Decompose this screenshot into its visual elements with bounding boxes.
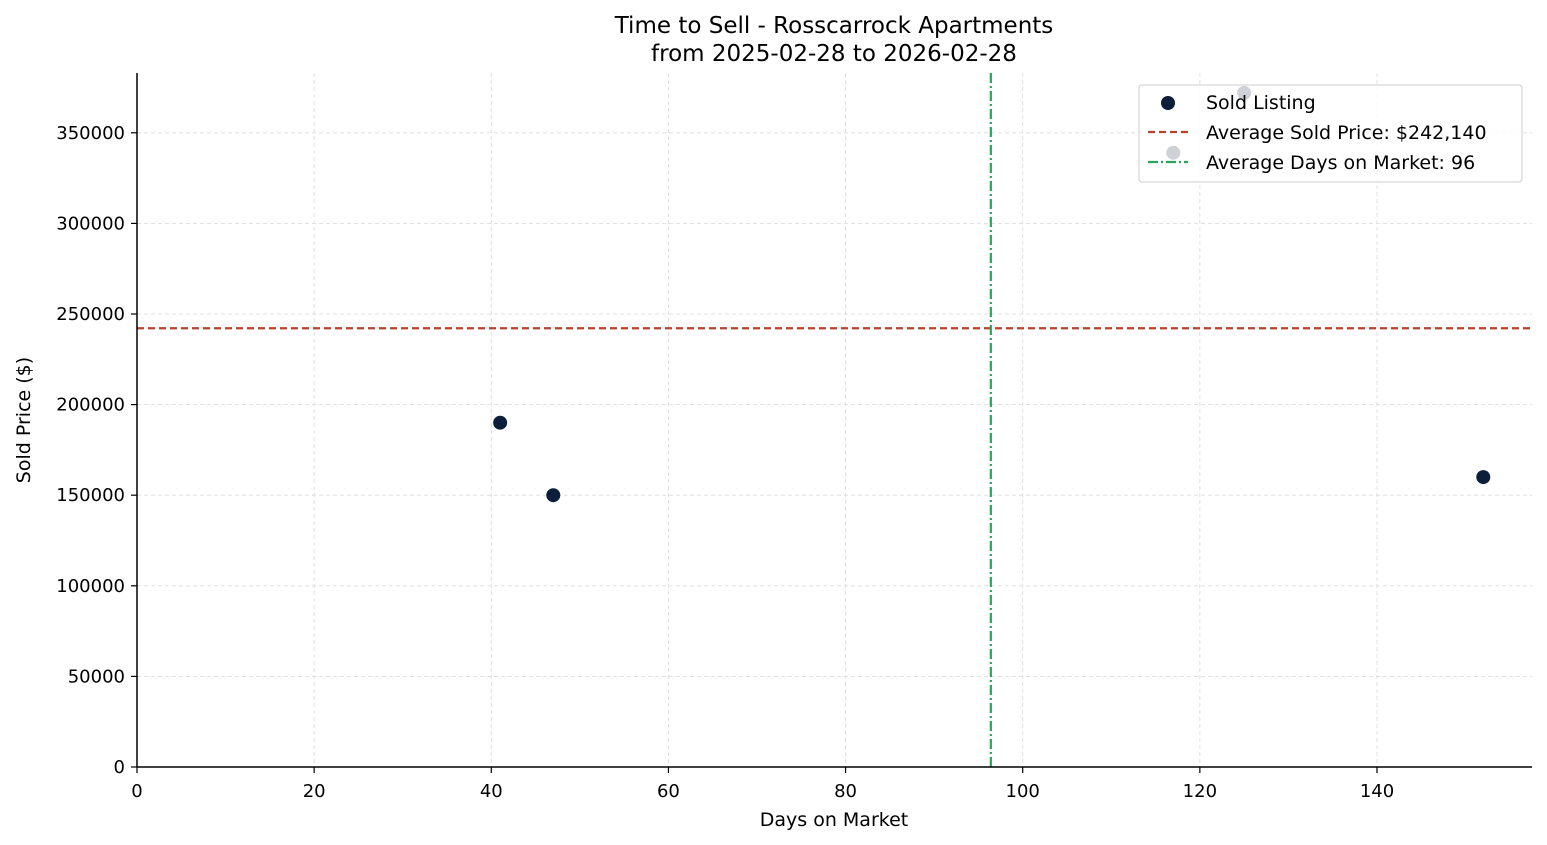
x-tick-label: 100 — [1006, 781, 1040, 802]
y-tick-label: 250000 — [56, 304, 125, 325]
x-tick-label: 60 — [657, 781, 680, 802]
y-tick-label: 50000 — [68, 666, 125, 687]
legend-label-sold-listing: Sold Listing — [1206, 92, 1316, 114]
x-tick-label: 80 — [834, 781, 857, 802]
x-tick-label: 140 — [1360, 781, 1394, 802]
data-point — [493, 415, 508, 430]
y-tick-label: 350000 — [56, 123, 125, 144]
y-tick-label: 200000 — [56, 395, 125, 416]
reference-lines — [137, 73, 1532, 767]
x-tick-label: 20 — [303, 781, 326, 802]
legend-marker-sold-listing — [1161, 96, 1175, 110]
legend-label-average-price: Average Sold Price: $242,140 — [1206, 122, 1487, 144]
grid-lines — [137, 73, 1532, 767]
axes — [136, 73, 1532, 768]
y-ticks: 0 50000 100000 150000 200000 250000 300000 3500… — [56, 123, 137, 778]
data-point — [546, 488, 561, 503]
x-axis-label: Days on Market — [760, 809, 908, 831]
legend-box — [1138, 84, 1523, 183]
x-ticks: 0 20 40 60 80 100 120 140 — [131, 767, 1394, 802]
x-tick-label: 40 — [480, 781, 503, 802]
legend: Sold Listing Average Sold Price: $242,14… — [1138, 84, 1523, 183]
chart-title: Time to Sell - Rosscarrock Apartments — [614, 13, 1054, 39]
y-axis-label: Sold Price ($) — [13, 357, 35, 483]
x-tick-label: 120 — [1183, 781, 1217, 802]
legend-label-average-days: Average Days on Market: 96 — [1206, 152, 1475, 174]
y-tick-label: 300000 — [56, 213, 125, 234]
y-tick-label: 100000 — [56, 576, 125, 597]
y-tick-label: 0 — [114, 757, 125, 778]
y-tick-label: 150000 — [56, 485, 125, 506]
data-point — [1476, 470, 1491, 485]
x-tick-label: 0 — [131, 781, 142, 802]
chart-subtitle: from 2025-02-28 to 2026-02-28 — [651, 41, 1017, 67]
